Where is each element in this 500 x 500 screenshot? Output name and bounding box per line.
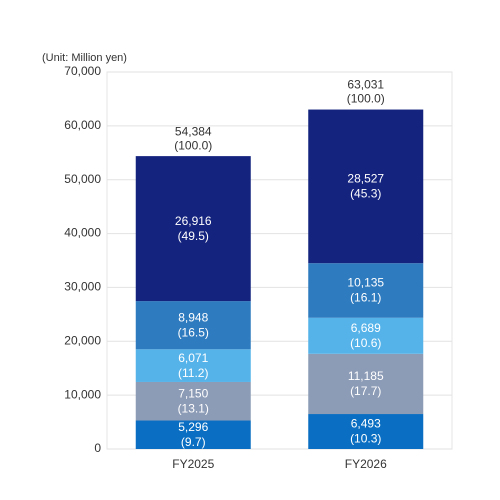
bar-segment [308, 263, 424, 318]
value-label: 8,948 [178, 310, 208, 324]
bar-segment [135, 349, 251, 382]
value-label: 10,135 [347, 276, 384, 290]
percent-label: (45.3) [350, 187, 381, 201]
value-label: 28,527 [347, 172, 384, 186]
bar-segment [135, 381, 251, 421]
y-tick-label: 20,000 [64, 333, 101, 347]
y-tick-label: 70,000 [64, 64, 101, 78]
y-tick-label: 60,000 [64, 118, 101, 132]
bar-segment [135, 420, 251, 449]
total-percent-label: (100.0) [347, 92, 385, 106]
unit-label: (Unit: Million yen) [42, 52, 127, 64]
value-label: 7,150 [178, 386, 208, 400]
percent-label: (16.5) [178, 325, 209, 339]
bar-segment [308, 109, 424, 264]
value-label: 11,185 [348, 369, 384, 383]
percent-label: (10.6) [350, 336, 381, 350]
value-label: 5,296 [178, 420, 208, 434]
y-tick-label: 10,000 [64, 387, 101, 401]
value-label: 26,916 [175, 214, 212, 228]
percent-label: (11.2) [178, 366, 208, 380]
total-label: 63,031 [347, 78, 384, 92]
value-label: 6,493 [351, 417, 381, 431]
y-tick-label: 50,000 [64, 172, 101, 186]
value-label: 6,071 [178, 351, 208, 365]
y-tick-label: 0 [94, 441, 101, 455]
value-label: 6,689 [351, 321, 381, 335]
bar-segment [308, 353, 424, 415]
bar-segment [135, 301, 251, 350]
total-percent-label: (100.0) [174, 138, 212, 152]
bar-segment [308, 414, 424, 449]
percent-label: (17.7) [350, 384, 381, 398]
y-tick-label: 40,000 [64, 226, 101, 240]
percent-label: (9.7) [181, 435, 206, 449]
percent-label: (49.5) [178, 229, 209, 243]
total-label: 54,384 [175, 124, 212, 138]
bar-segment [308, 317, 424, 354]
bar-segment [135, 156, 251, 302]
x-tick-label: FY2025 [172, 457, 214, 471]
percent-label: (13.1) [178, 401, 209, 415]
x-tick-label: FY2026 [345, 457, 387, 471]
percent-label: (16.1) [350, 291, 381, 305]
percent-label: (10.3) [350, 432, 381, 446]
y-tick-label: 30,000 [64, 280, 101, 294]
